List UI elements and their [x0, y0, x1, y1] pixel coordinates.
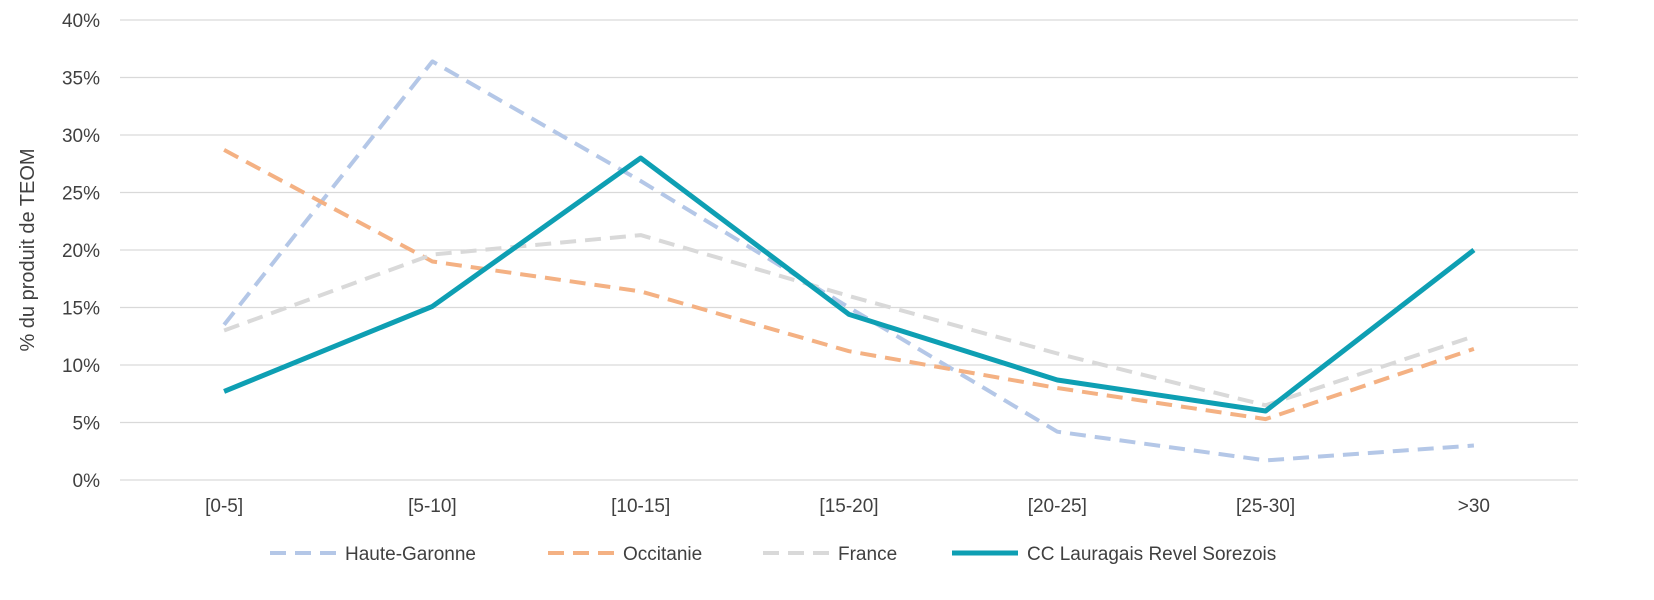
- y-tick-label: 35%: [62, 69, 100, 90]
- series-line: [223, 155, 1476, 414]
- legend-label: France: [838, 544, 897, 565]
- gridlines: [120, 19, 1578, 481]
- series-lines: [222, 59, 1476, 463]
- y-tick-label: 10%: [62, 356, 100, 377]
- y-tick-label: 30%: [62, 126, 100, 147]
- series-line: [223, 233, 1475, 408]
- legend-label: Occitanie: [623, 544, 702, 565]
- y-tick-label: 20%: [62, 241, 100, 262]
- y-tick-label: 0%: [73, 471, 101, 492]
- y-axis-title: % du produit de TEOM: [17, 148, 39, 351]
- legend: Haute-Garonne Occitanie France CC Lauragais…: [270, 544, 1276, 565]
- y-tick-label: 15%: [62, 299, 100, 320]
- y-axis-tick-labels: 0% 5% 10% 15% 20% 25% 30% 35% 40%: [62, 11, 100, 492]
- series-line: [223, 148, 1475, 422]
- x-axis-tick-labels: [0-5] [5-10] [10-15] [15-20] [20-25] [25-30] >…: [205, 496, 1490, 517]
- x-tick-label: [20-25]: [1028, 496, 1087, 517]
- x-tick-label: [0-5]: [205, 496, 243, 517]
- x-tick-label: >30: [1458, 496, 1490, 517]
- x-tick-label: [5-10]: [408, 496, 457, 517]
- legend-label: Haute-Garonne: [345, 544, 476, 565]
- y-tick-label: 5%: [73, 414, 101, 435]
- y-tick-label: 25%: [62, 184, 100, 205]
- series-line: [222, 59, 1475, 463]
- y-tick-label: 40%: [62, 11, 100, 32]
- x-tick-label: [15-20]: [819, 496, 878, 517]
- x-tick-label: [25-30]: [1236, 496, 1295, 517]
- legend-label: CC Lauragais Revel Sorezois: [1027, 544, 1276, 565]
- x-tick-label: [10-15]: [611, 496, 670, 517]
